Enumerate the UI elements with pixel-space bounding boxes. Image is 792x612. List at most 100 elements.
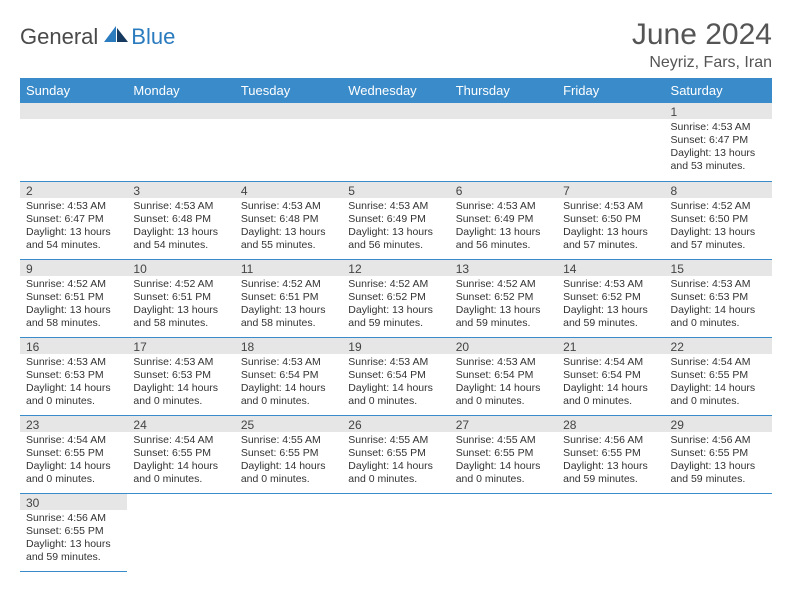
calendar-cell — [127, 103, 234, 181]
calendar-cell: 1Sunrise: 4:53 AMSunset: 6:47 PMDaylight… — [665, 103, 772, 181]
day-number: 9 — [20, 260, 127, 276]
day-details: Sunrise: 4:56 AMSunset: 6:55 PMDaylight:… — [665, 432, 772, 491]
calendar-cell: 30Sunrise: 4:56 AMSunset: 6:55 PMDayligh… — [20, 493, 127, 571]
calendar-cell: 29Sunrise: 4:56 AMSunset: 6:55 PMDayligh… — [665, 415, 772, 493]
calendar-cell — [665, 493, 772, 571]
day-number: 2 — [20, 182, 127, 198]
day-number: 25 — [235, 416, 342, 432]
day-number — [235, 103, 342, 119]
calendar-cell — [557, 103, 664, 181]
day-number — [665, 494, 772, 510]
day-number: 30 — [20, 494, 127, 510]
calendar-cell: 14Sunrise: 4:53 AMSunset: 6:52 PMDayligh… — [557, 259, 664, 337]
day-number: 29 — [665, 416, 772, 432]
day-number: 3 — [127, 182, 234, 198]
calendar-cell: 27Sunrise: 4:55 AMSunset: 6:55 PMDayligh… — [450, 415, 557, 493]
calendar-body: 1Sunrise: 4:53 AMSunset: 6:47 PMDaylight… — [20, 103, 772, 571]
day-number: 10 — [127, 260, 234, 276]
calendar-cell — [342, 493, 449, 571]
day-details: Sunrise: 4:52 AMSunset: 6:51 PMDaylight:… — [20, 276, 127, 335]
day-number: 22 — [665, 338, 772, 354]
day-number — [557, 103, 664, 119]
calendar-cell: 7Sunrise: 4:53 AMSunset: 6:50 PMDaylight… — [557, 181, 664, 259]
day-details: Sunrise: 4:54 AMSunset: 6:54 PMDaylight:… — [557, 354, 664, 413]
day-number: 8 — [665, 182, 772, 198]
day-details: Sunrise: 4:52 AMSunset: 6:50 PMDaylight:… — [665, 198, 772, 257]
day-details: Sunrise: 4:54 AMSunset: 6:55 PMDaylight:… — [127, 432, 234, 491]
day-details: Sunrise: 4:54 AMSunset: 6:55 PMDaylight:… — [20, 432, 127, 491]
weekday-header: Friday — [557, 78, 664, 103]
location-label: Neyriz, Fars, Iran — [632, 54, 772, 72]
day-number: 11 — [235, 260, 342, 276]
calendar-cell — [235, 103, 342, 181]
day-number: 20 — [450, 338, 557, 354]
calendar-cell: 21Sunrise: 4:54 AMSunset: 6:54 PMDayligh… — [557, 337, 664, 415]
day-details — [450, 119, 557, 175]
day-number: 23 — [20, 416, 127, 432]
day-details: Sunrise: 4:53 AMSunset: 6:48 PMDaylight:… — [235, 198, 342, 257]
calendar-cell: 9Sunrise: 4:52 AMSunset: 6:51 PMDaylight… — [20, 259, 127, 337]
day-number: 16 — [20, 338, 127, 354]
day-number — [342, 103, 449, 119]
day-details: Sunrise: 4:53 AMSunset: 6:47 PMDaylight:… — [665, 119, 772, 178]
calendar-cell: 3Sunrise: 4:53 AMSunset: 6:48 PMDaylight… — [127, 181, 234, 259]
day-details: Sunrise: 4:53 AMSunset: 6:52 PMDaylight:… — [557, 276, 664, 335]
day-details — [557, 119, 664, 175]
day-details — [450, 510, 557, 566]
brand-logo: General Blue — [20, 24, 175, 50]
day-number: 1 — [665, 103, 772, 119]
calendar-cell: 10Sunrise: 4:52 AMSunset: 6:51 PMDayligh… — [127, 259, 234, 337]
calendar-row: 1Sunrise: 4:53 AMSunset: 6:47 PMDaylight… — [20, 103, 772, 181]
day-number: 28 — [557, 416, 664, 432]
month-title: June 2024 — [632, 18, 772, 52]
calendar-cell: 24Sunrise: 4:54 AMSunset: 6:55 PMDayligh… — [127, 415, 234, 493]
day-number — [20, 103, 127, 119]
calendar-cell: 19Sunrise: 4:53 AMSunset: 6:54 PMDayligh… — [342, 337, 449, 415]
day-number: 7 — [557, 182, 664, 198]
weekday-row: SundayMondayTuesdayWednesdayThursdayFrid… — [20, 78, 772, 103]
calendar-cell: 11Sunrise: 4:52 AMSunset: 6:51 PMDayligh… — [235, 259, 342, 337]
day-number — [450, 103, 557, 119]
calendar-cell: 12Sunrise: 4:52 AMSunset: 6:52 PMDayligh… — [342, 259, 449, 337]
day-number — [450, 494, 557, 510]
calendar-cell: 18Sunrise: 4:53 AMSunset: 6:54 PMDayligh… — [235, 337, 342, 415]
day-number: 24 — [127, 416, 234, 432]
day-details — [557, 510, 664, 566]
day-number: 17 — [127, 338, 234, 354]
calendar-cell: 20Sunrise: 4:53 AMSunset: 6:54 PMDayligh… — [450, 337, 557, 415]
day-number — [557, 494, 664, 510]
day-number: 15 — [665, 260, 772, 276]
calendar-cell: 28Sunrise: 4:56 AMSunset: 6:55 PMDayligh… — [557, 415, 664, 493]
day-details: Sunrise: 4:53 AMSunset: 6:54 PMDaylight:… — [342, 354, 449, 413]
calendar-cell: 8Sunrise: 4:52 AMSunset: 6:50 PMDaylight… — [665, 181, 772, 259]
day-number: 5 — [342, 182, 449, 198]
day-details: Sunrise: 4:56 AMSunset: 6:55 PMDaylight:… — [557, 432, 664, 491]
day-details: Sunrise: 4:53 AMSunset: 6:48 PMDaylight:… — [127, 198, 234, 257]
calendar-cell: 15Sunrise: 4:53 AMSunset: 6:53 PMDayligh… — [665, 259, 772, 337]
day-details — [235, 119, 342, 175]
day-details: Sunrise: 4:53 AMSunset: 6:54 PMDaylight:… — [235, 354, 342, 413]
day-number: 6 — [450, 182, 557, 198]
day-number — [127, 494, 234, 510]
day-details: Sunrise: 4:55 AMSunset: 6:55 PMDaylight:… — [342, 432, 449, 491]
calendar-cell: 5Sunrise: 4:53 AMSunset: 6:49 PMDaylight… — [342, 181, 449, 259]
day-details: Sunrise: 4:53 AMSunset: 6:53 PMDaylight:… — [665, 276, 772, 335]
day-number: 14 — [557, 260, 664, 276]
calendar-cell — [557, 493, 664, 571]
page-header: General Blue June 2024 Neyriz, Fars, Ira… — [20, 18, 772, 72]
weekday-header: Sunday — [20, 78, 127, 103]
calendar-cell — [235, 493, 342, 571]
calendar-cell: 26Sunrise: 4:55 AMSunset: 6:55 PMDayligh… — [342, 415, 449, 493]
day-details: Sunrise: 4:52 AMSunset: 6:51 PMDaylight:… — [235, 276, 342, 335]
calendar-cell — [342, 103, 449, 181]
calendar-cell: 13Sunrise: 4:52 AMSunset: 6:52 PMDayligh… — [450, 259, 557, 337]
calendar-cell: 17Sunrise: 4:53 AMSunset: 6:53 PMDayligh… — [127, 337, 234, 415]
day-number — [235, 494, 342, 510]
brand-general: General — [20, 24, 98, 50]
day-details: Sunrise: 4:53 AMSunset: 6:53 PMDaylight:… — [127, 354, 234, 413]
calendar-row: 23Sunrise: 4:54 AMSunset: 6:55 PMDayligh… — [20, 415, 772, 493]
day-details — [235, 510, 342, 566]
calendar-cell — [450, 103, 557, 181]
day-details — [127, 510, 234, 566]
calendar-cell: 16Sunrise: 4:53 AMSunset: 6:53 PMDayligh… — [20, 337, 127, 415]
